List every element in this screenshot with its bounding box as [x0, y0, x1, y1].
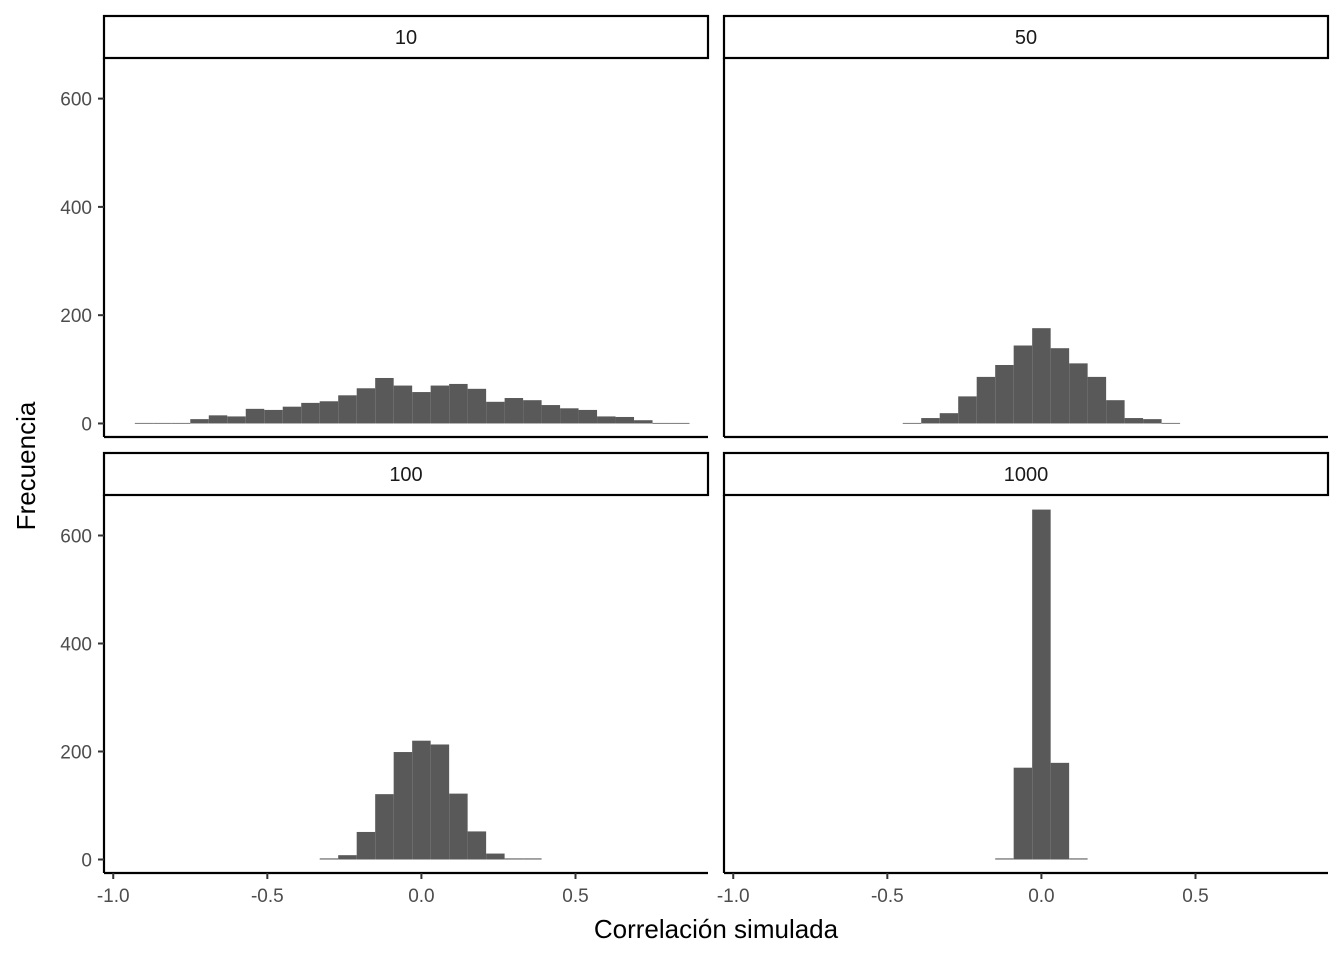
x-tick-label: -0.5 — [251, 886, 284, 907]
histogram-bar — [356, 388, 376, 424]
histogram-bar — [412, 392, 431, 424]
histogram-bar — [560, 408, 579, 424]
histogram-bar — [1106, 400, 1125, 424]
histogram-bar — [615, 416, 635, 424]
histogram-bar — [430, 385, 450, 424]
histogram-bar — [227, 416, 246, 424]
facet-strip — [722, 14, 1330, 60]
y-tick-label: 400 — [60, 635, 92, 656]
histogram-bar — [995, 858, 1014, 860]
panel-10: 10 0 200 400 600 — [60, 14, 710, 439]
histogram-bar — [523, 400, 542, 424]
x-tick-label: 0.5 — [1182, 886, 1208, 907]
x-tick-label: 0.0 — [408, 886, 434, 907]
histogram-bar — [578, 409, 598, 424]
histogram-bar — [245, 408, 265, 424]
histogram-bar — [1050, 348, 1070, 424]
x-tick-label: -1.0 — [717, 886, 750, 907]
panel-100: 100 0 200 400 600 -1.0 -0.5 0.0 0.5 — [60, 451, 710, 907]
histogram-bar — [338, 855, 357, 860]
histogram-bar — [356, 831, 376, 860]
x-tick-label: -0.5 — [871, 886, 904, 907]
histogram-bar — [375, 377, 394, 424]
histogram-bar — [1069, 858, 1088, 860]
histogram-bar — [412, 740, 431, 860]
facet-strip-label: 10 — [395, 27, 417, 49]
histogram-bar — [430, 744, 450, 860]
histogram-bar — [393, 385, 413, 424]
histogram-bar — [504, 398, 524, 424]
histogram-bar — [467, 388, 487, 424]
histogram-bar — [301, 402, 320, 424]
histogram-bar — [375, 794, 394, 860]
histogram-bar — [652, 422, 672, 424]
histogram-bar — [504, 858, 524, 860]
histogram-bar — [486, 853, 505, 860]
histogram-bar — [1032, 509, 1051, 860]
histogram-bar — [902, 422, 922, 424]
histogram-bar — [153, 422, 172, 424]
facet-strip — [102, 451, 710, 497]
histogram-bar — [1124, 418, 1144, 424]
y-tick-label: 200 — [60, 743, 92, 764]
x-tick-label: 0.0 — [1028, 886, 1054, 907]
histogram-bar — [671, 422, 690, 424]
histogram-bar — [264, 409, 283, 424]
y-tick-label: 0 — [81, 851, 92, 872]
histogram-bar — [449, 383, 468, 424]
histogram-bar — [190, 419, 209, 424]
histogram-bar — [208, 415, 228, 424]
histogram-bar — [1050, 762, 1070, 860]
histogram-bar — [467, 831, 487, 860]
y-tick-label: 0 — [81, 414, 92, 435]
histogram-bar — [1143, 419, 1162, 424]
facet-strip-label: 50 — [1015, 27, 1037, 49]
histogram-bar — [1013, 345, 1033, 424]
histogram-bar — [1032, 328, 1051, 424]
facet-strip-label: 100 — [389, 464, 422, 486]
histogram-bar — [597, 416, 616, 424]
panel-1000: 1000 -1.0 -0.5 0.0 0.5 — [717, 451, 1330, 907]
x-tick-label: -1.0 — [97, 886, 130, 907]
histogram-bar — [486, 401, 505, 424]
histogram-bar — [995, 364, 1014, 424]
histogram-bar — [1013, 767, 1033, 860]
histogram-bar — [338, 395, 357, 424]
y-tick-label: 400 — [60, 198, 92, 219]
y-axis-title: Frecuencia — [11, 401, 41, 530]
histogram-bar — [449, 793, 468, 860]
facet-strip-label: 1000 — [1004, 464, 1049, 486]
histogram-bar — [1069, 363, 1088, 424]
histogram-bar — [921, 418, 940, 424]
histogram-bar — [319, 858, 339, 860]
histogram-bar — [939, 413, 959, 424]
y-tick-label: 600 — [60, 527, 92, 548]
histogram-bar — [976, 376, 996, 424]
facet-strip — [722, 451, 1330, 497]
histogram-bar — [958, 396, 977, 424]
x-axis-title: Correlación simulada — [594, 914, 839, 944]
histogram-bar — [393, 752, 413, 860]
facet-strip — [102, 14, 710, 60]
histogram-bar — [319, 401, 339, 424]
histogram-bar — [171, 422, 191, 424]
panel-50: 50 — [722, 14, 1330, 439]
histogram-bar — [541, 405, 561, 424]
histogram-bar — [1161, 422, 1181, 424]
x-tick-label: 0.5 — [562, 886, 588, 907]
y-tick-label: 600 — [60, 90, 92, 111]
histogram-bar — [523, 858, 542, 860]
histogram-bar — [1087, 376, 1107, 424]
histogram-bar — [282, 406, 302, 424]
y-tick-label: 200 — [60, 306, 92, 327]
histogram-bar — [634, 420, 653, 424]
histogram-bar — [134, 422, 154, 424]
